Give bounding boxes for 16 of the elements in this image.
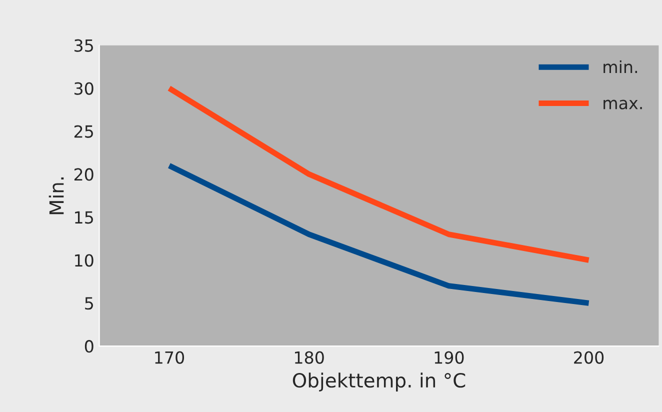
x-tick-label: 200 (574, 351, 604, 364)
y-tick-label: 15 (75, 211, 93, 224)
y-tick-label: 25 (74, 125, 93, 138)
legend-label: max. (604, 100, 642, 110)
y-tick-label: 0 (84, 340, 94, 353)
y-tick-label: 30 (74, 82, 94, 95)
legend-label: min. (604, 60, 638, 73)
y-tick-label: 35 (74, 39, 93, 52)
x-tick-label: 180 (294, 351, 324, 364)
x-tick-label: 190 (434, 351, 464, 364)
y-tick-label: 20 (74, 168, 94, 181)
y-tick-label: 10 (75, 254, 94, 267)
x-tick-label: 170 (155, 351, 184, 364)
x-axis-title: Objekttemp. in °C (292, 372, 466, 392)
y-axis-title: Min. (48, 177, 64, 214)
y-tick-label: 5 (85, 297, 93, 310)
